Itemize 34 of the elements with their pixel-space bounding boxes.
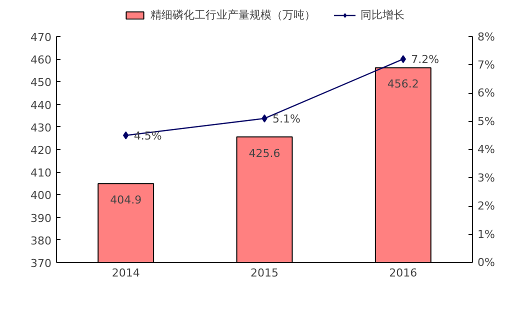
- y2-tick-label: 0%: [478, 256, 495, 269]
- x-tick-label: 2015: [250, 266, 279, 280]
- y2-tick-label: 8%: [478, 30, 495, 44]
- data-label: 7.2%: [411, 53, 440, 66]
- y2-tick-label: 3%: [478, 171, 495, 184]
- y-tick-label: 440: [30, 98, 52, 112]
- y-tick-label: 430: [30, 121, 52, 134]
- point: [262, 114, 268, 122]
- x-tick-label: 2014: [112, 266, 140, 280]
- y2-tick-label: 5%: [478, 114, 495, 128]
- data-label: 425.6: [248, 146, 280, 160]
- legend-label: 精细磷化工行业产量规模（万吨）: [150, 8, 316, 22]
- data-label: 4.5%: [134, 129, 162, 142]
- data-label: 5.1%: [272, 112, 300, 126]
- y-tick-label: 470: [30, 31, 52, 44]
- y2-tick-label: 2%: [478, 200, 495, 212]
- y-tick-label: 380: [30, 234, 52, 248]
- y-tick-label: 410: [30, 166, 52, 180]
- y-tick-label: 390: [30, 212, 52, 225]
- y-tick-label: 460: [30, 54, 52, 67]
- point: [123, 131, 129, 140]
- y-tick-label: 450: [30, 76, 52, 90]
- y-tick-label: 420: [30, 144, 52, 157]
- data-label: 456.2: [387, 78, 419, 91]
- y2-tick-label: 4%: [478, 143, 495, 156]
- legend-label: 同比增长: [360, 8, 404, 22]
- y2-tick-label: 7%: [478, 58, 495, 72]
- x-tick-label: 2016: [389, 266, 418, 280]
- y-tick-label: 400: [30, 189, 52, 202]
- y-tick-label: 370: [30, 257, 52, 270]
- y2-tick-label: 6%: [478, 86, 495, 100]
- data-label: 404.9: [110, 194, 142, 207]
- point: [400, 55, 406, 64]
- y2-tick-label: 1%: [478, 228, 495, 241]
